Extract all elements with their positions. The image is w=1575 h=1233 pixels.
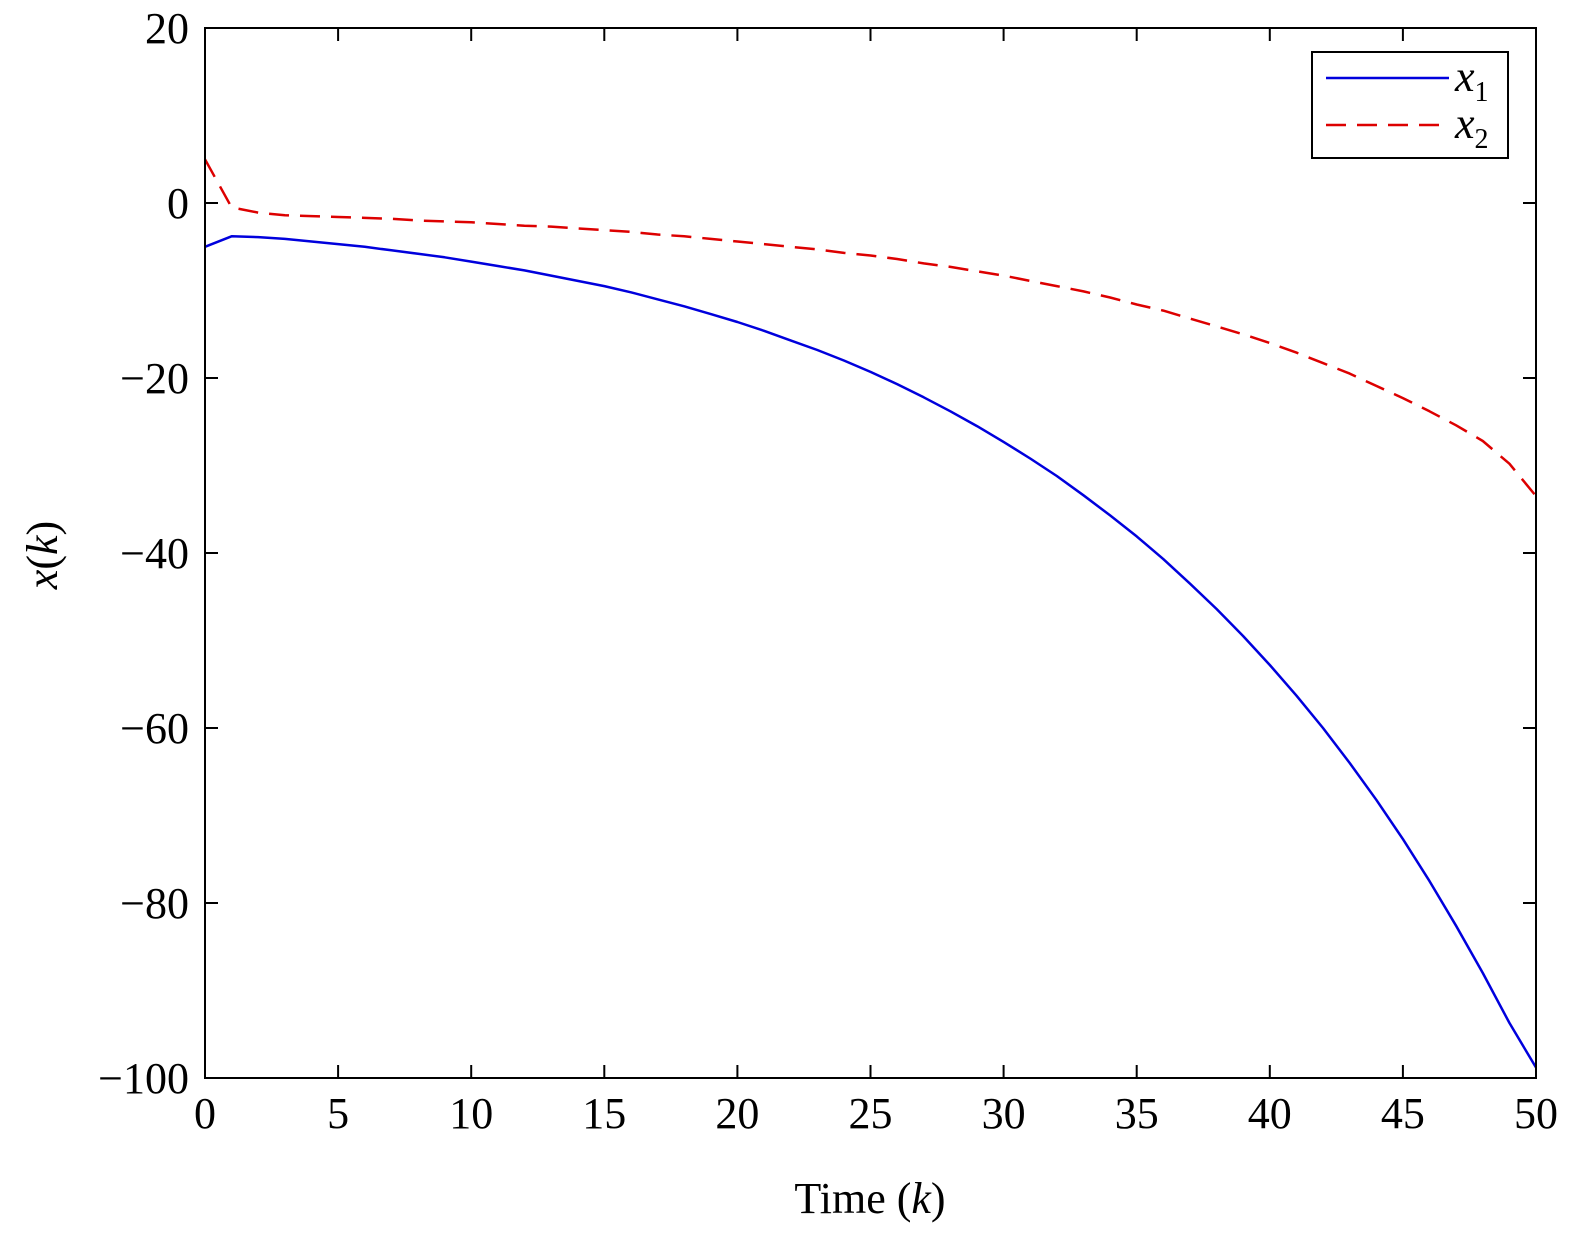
x-axis-label: Time (k) bbox=[794, 1174, 945, 1223]
x-tick-label: 10 bbox=[449, 1089, 493, 1138]
legend-label-2: x2 bbox=[1454, 99, 1489, 155]
axes-frame bbox=[204, 27, 1537, 1079]
y-tick-label: −80 bbox=[120, 879, 189, 928]
series-line-1 bbox=[204, 235, 1538, 1069]
x-tick-label: 25 bbox=[849, 1089, 893, 1138]
x-tick-label: 45 bbox=[1381, 1089, 1425, 1138]
y-tick-label: −100 bbox=[98, 1054, 189, 1103]
series-lines bbox=[203, 158, 1538, 1069]
legend-entry-2: x2 bbox=[1326, 99, 1489, 155]
y-axis-label: x(k) bbox=[18, 521, 67, 590]
legend: x1 x2 bbox=[1311, 51, 1509, 159]
y-tick-label: −60 bbox=[120, 704, 189, 753]
y-axis-ticks: −100 −80 −60 −40 −20 0 20 bbox=[98, 4, 1536, 1103]
legend-entry-1: x1 bbox=[1326, 52, 1489, 108]
y-tick-label: −40 bbox=[120, 529, 189, 578]
y-tick-label: 0 bbox=[167, 179, 189, 228]
x-tick-label: 35 bbox=[1115, 1089, 1159, 1138]
x-tick-label: 15 bbox=[582, 1089, 626, 1138]
y-tick-label: 20 bbox=[145, 4, 189, 53]
series-line-2 bbox=[203, 158, 1537, 497]
x-tick-label: 20 bbox=[715, 1089, 759, 1138]
x-tick-label: 0 bbox=[194, 1089, 216, 1138]
x-tick-label: 40 bbox=[1248, 1089, 1292, 1138]
legend-label-1: x1 bbox=[1454, 52, 1489, 108]
x-tick-label: 5 bbox=[327, 1089, 349, 1138]
x-tick-label: 30 bbox=[982, 1089, 1026, 1138]
x-axis-ticks: 0 5 10 15 20 25 30 35 40 45 50 bbox=[194, 28, 1558, 1138]
x-tick-label: 50 bbox=[1514, 1089, 1558, 1138]
y-tick-label: −20 bbox=[120, 354, 189, 403]
legend-box bbox=[1311, 51, 1509, 159]
